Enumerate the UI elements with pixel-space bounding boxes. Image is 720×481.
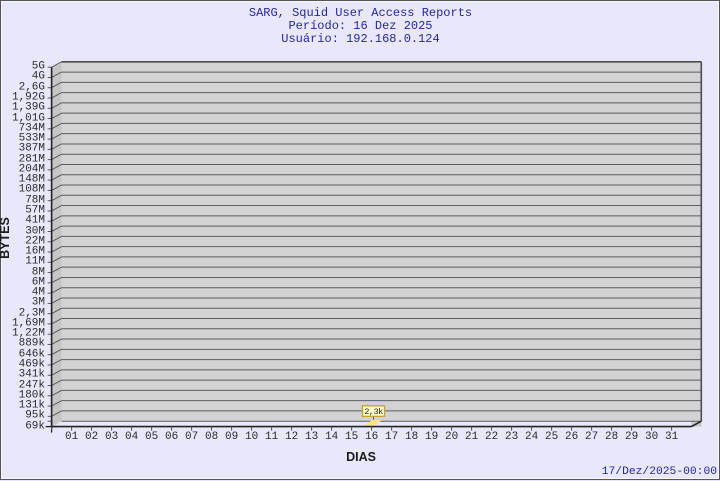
svg-text:2,3k: 2,3k bbox=[364, 407, 383, 417]
